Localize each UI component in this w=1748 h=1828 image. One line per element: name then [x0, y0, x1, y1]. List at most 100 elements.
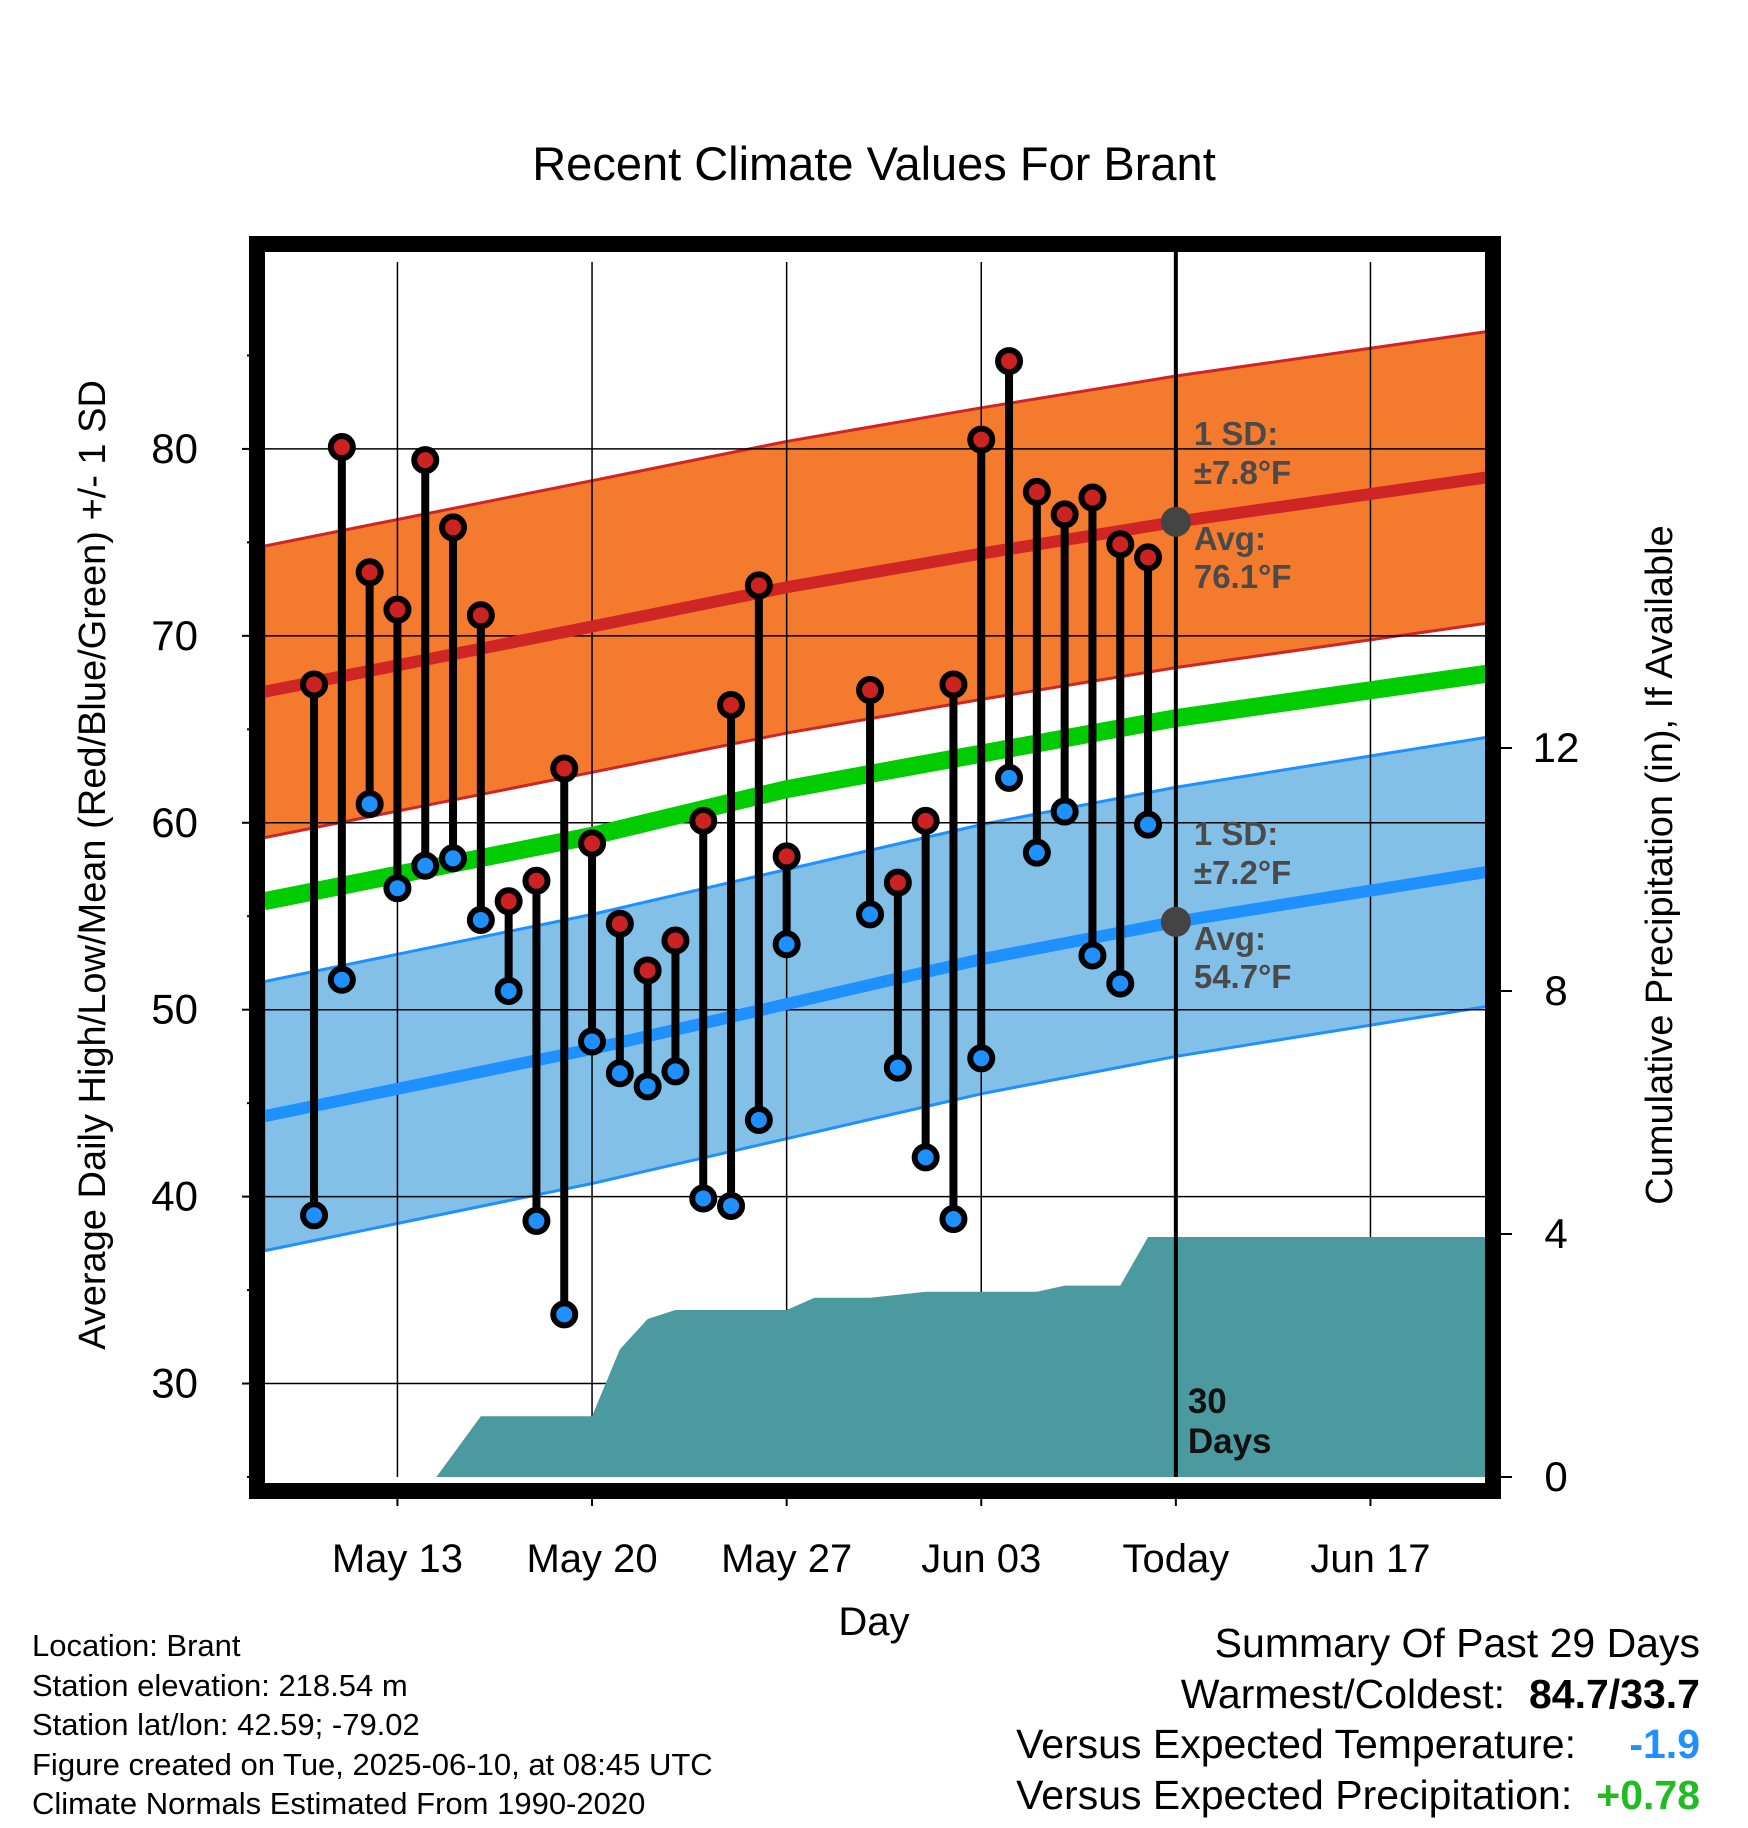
low-temp-point: [466, 905, 495, 934]
high-temp-point: [327, 433, 356, 462]
low-temp-point: [995, 763, 1024, 792]
high-temp-point: [772, 842, 801, 871]
precipitation-value: +0.78: [1596, 1771, 1700, 1818]
high-temp-point: [883, 868, 912, 897]
low-sd-label: 1 SD:: [1194, 815, 1278, 852]
high-temp-point: [1078, 483, 1107, 512]
high-temp-point: [550, 754, 579, 783]
high-temp-point: [522, 866, 551, 895]
summary-warmest-coldest: Warmest/Coldest: 84.7/33.7: [1016, 1669, 1700, 1720]
low-temp-point: [661, 1057, 690, 1086]
y2-tick-label: 4: [1544, 1210, 1567, 1257]
precipitation-label: Versus Expected Precipitation:: [1016, 1771, 1573, 1818]
high-temp-point: [300, 670, 329, 699]
high-temp-point: [439, 513, 468, 542]
low-temp-point: [550, 1300, 579, 1329]
summary-panel: Summary Of Past 29 Days Warmest/Coldest:…: [1016, 1618, 1700, 1820]
high-temp-point: [967, 425, 996, 454]
high-temp-point: [605, 909, 634, 938]
low-sd-band: [264, 735, 1490, 1253]
high-temp-point: [633, 956, 662, 985]
low-temp-point: [355, 790, 384, 819]
high-temp-point: [1050, 500, 1079, 529]
y2-tick-label: 0: [1544, 1453, 1567, 1500]
temperature-value: -1.9: [1629, 1721, 1700, 1767]
summary-precipitation: Versus Expected Precipitation: +0.78: [1016, 1770, 1700, 1821]
low-sd-value: ±7.2°F: [1194, 854, 1291, 891]
low-temp-point: [327, 965, 356, 994]
high-temp-point: [661, 926, 690, 955]
low-temp-point: [494, 977, 523, 1005]
high-temp-point: [995, 347, 1024, 376]
x-tick-label: Jun 17: [1310, 1537, 1430, 1581]
high-temp-point: [911, 806, 940, 835]
y-axis-label: Average Daily High/Low/Mean (Red/Blue/Gr…: [72, 380, 114, 1350]
low-temp-point: [911, 1143, 940, 1172]
low-temp-point: [1078, 941, 1107, 970]
low-temp-point: [1134, 810, 1163, 839]
high-sd-band: [264, 329, 1490, 840]
high-temp-point: [466, 601, 495, 630]
figure-created: Figure created on Tue, 2025-06-10, at 08…: [32, 1746, 713, 1782]
low-temp-point: [717, 1191, 746, 1220]
plot-area: [264, 262, 1490, 1477]
low-temp-point: [1022, 838, 1051, 867]
y-tick-label: 70: [151, 612, 198, 659]
x-tick-label: May 27: [721, 1537, 852, 1581]
low-temp-point: [411, 851, 440, 880]
x-tick-label: Jun 03: [921, 1537, 1041, 1581]
low-temp-point: [578, 1027, 607, 1056]
station-latlon: Station lat/lon: 42.59; -79.02: [32, 1707, 420, 1742]
x-tick-label: Today: [1122, 1537, 1229, 1581]
low-temp-point: [300, 1201, 329, 1230]
high-temp-point: [355, 558, 384, 587]
low-temp-point: [383, 874, 412, 903]
y2-axis-label: Cumulative Precipitation (in), If Availa…: [1639, 525, 1681, 1204]
high-temp-point: [856, 676, 885, 705]
warmest-coldest-label: Warmest/Coldest:: [1180, 1670, 1505, 1717]
temperature-label: Versus Expected Temperature:: [1016, 1721, 1576, 1767]
y-tick-label: 30: [151, 1360, 198, 1407]
low-temp-point: [1050, 797, 1079, 826]
today-avg-high-marker: [1160, 506, 1191, 537]
low-temp-point: [1106, 969, 1135, 998]
y-tick-label: 40: [151, 1173, 198, 1220]
high-temp-point: [689, 806, 718, 835]
y-tick-label: 50: [151, 986, 198, 1033]
low-temp-point: [605, 1059, 634, 1088]
low-avg-label: Avg:: [1194, 920, 1266, 957]
high-avg-value: 76.1°F: [1194, 558, 1292, 595]
avg-mean-line: [264, 664, 1490, 911]
climate-normals-note: Climate Normals Estimated From 1990-2020: [32, 1786, 646, 1821]
high-temp-point: [383, 595, 412, 624]
high-temp-point: [578, 829, 607, 858]
low-temp-point: [522, 1206, 551, 1235]
y-tick-label: 80: [151, 425, 198, 472]
low-temp-point: [883, 1053, 912, 1082]
high-sd-label: 1 SD:: [1194, 415, 1278, 452]
summary-temperature: Versus Expected Temperature: -1.9: [1016, 1719, 1700, 1770]
low-avg-value: 54.7°F: [1194, 958, 1292, 995]
high-temp-point: [1106, 530, 1135, 559]
high-temp-point: [494, 887, 523, 916]
x-axis-label: Day: [838, 1600, 909, 1644]
high-temp-point: [1022, 477, 1051, 506]
y2-tick-label: 8: [1544, 967, 1567, 1014]
period-count-label: 30: [1188, 1382, 1227, 1421]
high-temp-point: [744, 571, 773, 600]
low-temp-point: [772, 930, 801, 959]
x-tick-label: May 20: [526, 1537, 657, 1581]
warmest-coldest-value: 84.7/33.7: [1529, 1670, 1700, 1717]
chart-title: Recent Climate Values For Brant: [532, 137, 1216, 190]
period-unit-label: Days: [1188, 1422, 1272, 1461]
summary-title: Summary Of Past 29 Days: [1214, 1620, 1700, 1666]
plot-frame: [249, 236, 1501, 1499]
low-temp-point: [856, 900, 885, 929]
x-tick-label: May 13: [332, 1537, 463, 1581]
y-tick-label: 60: [151, 799, 198, 846]
high-temp-point: [1134, 543, 1163, 572]
low-temp-point: [439, 844, 468, 873]
today-avg-low-marker: [1160, 906, 1191, 937]
high-temp-point: [411, 446, 440, 475]
